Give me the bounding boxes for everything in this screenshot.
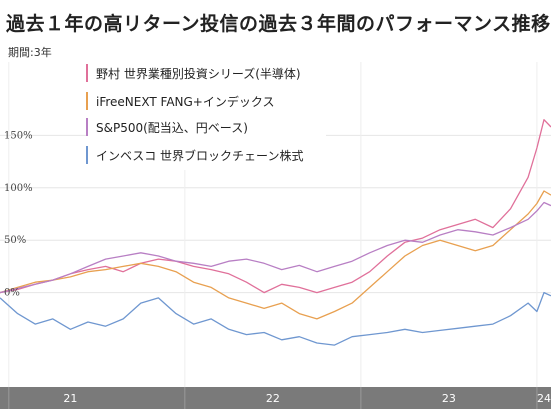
legend-swatch xyxy=(86,64,88,82)
legend-item-blockchain: インベスコ 世界ブロックチェーン株式 xyxy=(86,144,303,166)
y-tick-label: 50% xyxy=(4,235,26,246)
x-axis: 21 22 23 24 xyxy=(8,387,551,409)
period-label: 期間:3年 xyxy=(8,46,52,59)
y-tick-label: 150% xyxy=(4,130,33,141)
x-tick-label: 24 xyxy=(537,392,551,405)
x-tick-layer: 21 22 23 24 xyxy=(8,387,551,409)
legend-swatch xyxy=(86,146,88,164)
legend: 野村 世界業種別投資シリーズ(半導体) iFreeNEXT FANG+インデック… xyxy=(86,60,326,170)
y-tick-label: 100% xyxy=(4,183,33,194)
legend-item-semiconductor: 野村 世界業種別投資シリーズ(半導体) xyxy=(86,62,301,84)
chart-title: 過去１年の高リターン投信の過去３年間のパフォーマンス推移 xyxy=(6,13,551,35)
series-line-0 xyxy=(0,119,551,294)
series-line-1 xyxy=(0,190,551,320)
legend-item-sp500: S&P500(配当込、円ベース) xyxy=(86,116,248,138)
legend-swatch xyxy=(86,92,88,110)
series-layer xyxy=(0,119,551,346)
x-tick-label: 23 xyxy=(442,392,456,405)
y-tick-layer: 150% 100% 50% 0% xyxy=(4,130,33,298)
x-axis-band xyxy=(0,387,551,409)
legend-label: インベスコ 世界ブロックチェーン株式 xyxy=(96,148,304,163)
x-tick-label: 21 xyxy=(63,392,77,405)
legend-label: iFreeNEXT FANG+インデックス xyxy=(96,94,275,109)
y-tick-label: 0% xyxy=(4,288,20,299)
legend-swatch xyxy=(86,118,88,136)
series-line-3 xyxy=(0,291,551,346)
legend-item-fang: iFreeNEXT FANG+インデックス xyxy=(86,90,275,112)
legend-label: S&P500(配当込、円ベース) xyxy=(96,120,248,135)
series-line-2 xyxy=(0,201,551,294)
x-tick-label: 22 xyxy=(266,392,280,405)
legend-label: 野村 世界業種別投資シリーズ(半導体) xyxy=(96,66,301,81)
